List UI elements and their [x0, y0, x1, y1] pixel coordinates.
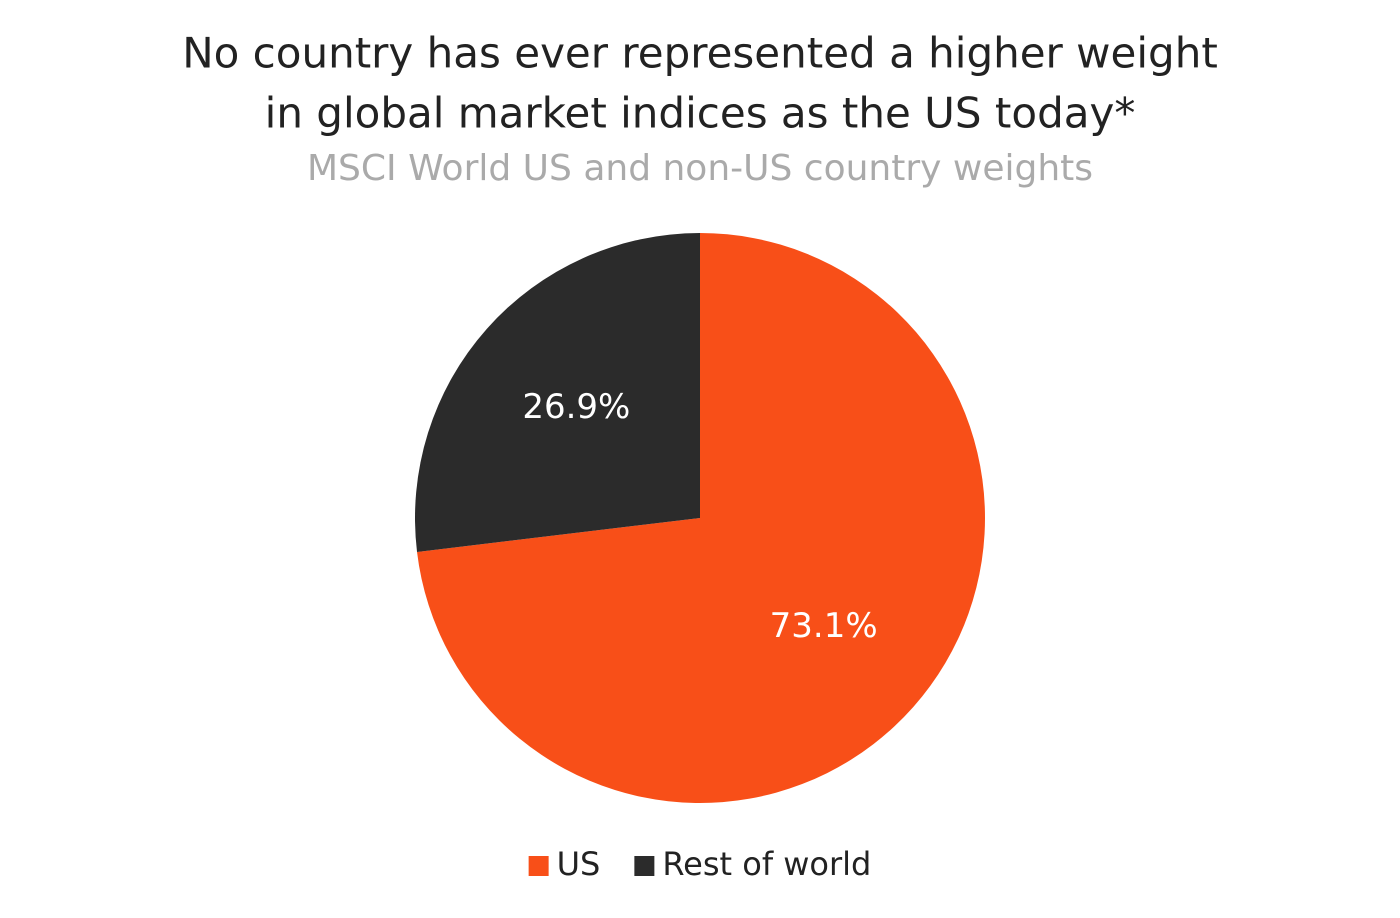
value-label: 73.1% [770, 606, 878, 646]
chart-title: in global market indices as the US today… [265, 89, 1136, 138]
legend-swatch [528, 856, 549, 876]
chart-subtitle: MSCI World US and non-US country weights [307, 148, 1093, 189]
legend: US Rest of world [528, 845, 871, 883]
legend-swatch [634, 856, 655, 876]
value-label: 26.9% [522, 387, 630, 427]
legend-label: US [557, 845, 601, 883]
pie-slice [417, 233, 986, 803]
legend-label: Rest of world [662, 845, 871, 883]
pie-slice [415, 233, 700, 552]
chart-title: No country has ever represented a higher… [182, 29, 1218, 78]
